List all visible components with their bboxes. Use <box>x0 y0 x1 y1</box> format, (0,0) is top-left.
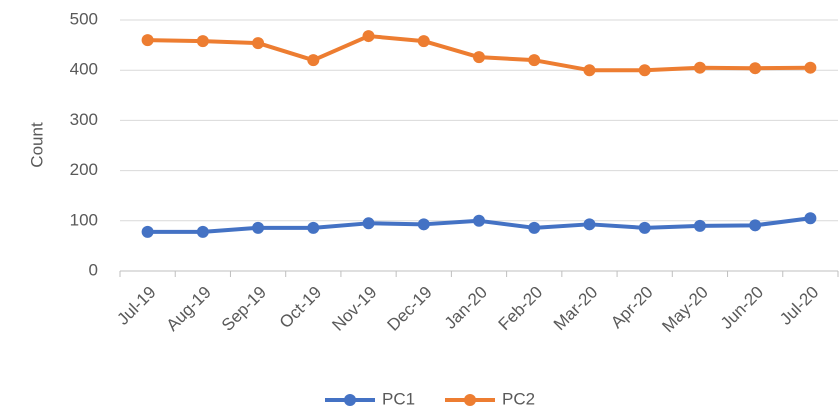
y-tick-label: 200 <box>70 160 98 179</box>
x-tick-label: Mar-20 <box>550 283 602 335</box>
marker <box>528 221 541 234</box>
y-tick-label: 500 <box>70 9 98 28</box>
y-tick-label: 0 <box>89 260 98 279</box>
x-tick-label: Aug-19 <box>163 283 215 335</box>
x-tick-label: May-20 <box>658 283 712 337</box>
marker <box>638 221 651 234</box>
marker <box>804 61 817 74</box>
marker <box>417 218 430 231</box>
y-tick-label: 300 <box>70 110 98 129</box>
x-tick-label: Nov-19 <box>328 283 380 335</box>
x-tick-label: Oct-19 <box>276 283 326 333</box>
x-tick-label: Jul-20 <box>776 283 822 329</box>
marker <box>473 214 485 227</box>
x-tick-label: Jul-19 <box>113 283 159 329</box>
x-tick-label: Jun-20 <box>717 283 767 333</box>
x-tick-label: Dec-19 <box>384 283 436 335</box>
marker <box>473 51 485 64</box>
marker <box>307 54 320 67</box>
marker <box>196 225 209 238</box>
x-tick-label: Apr-20 <box>607 283 657 333</box>
marker <box>583 218 596 231</box>
marker <box>749 219 762 232</box>
marker <box>749 62 762 75</box>
marker <box>804 212 817 225</box>
legend-label: PC2 <box>502 389 535 408</box>
y-tick-label: 400 <box>70 60 98 79</box>
marker <box>693 219 706 232</box>
x-tick-label: Sep-19 <box>218 283 270 335</box>
marker <box>528 54 541 67</box>
marker <box>362 30 375 43</box>
marker <box>417 35 430 48</box>
marker <box>307 221 320 234</box>
marker <box>141 225 154 238</box>
legend-label: PC1 <box>382 389 415 408</box>
y-axis-label: Count <box>27 122 46 168</box>
x-tick-label: Jan-20 <box>441 283 491 333</box>
marker <box>583 64 596 77</box>
marker <box>693 61 706 74</box>
marker <box>196 35 209 48</box>
marker <box>141 34 154 47</box>
marker <box>252 37 265 50</box>
marker <box>638 64 651 77</box>
x-tick-label: Feb-20 <box>495 283 547 335</box>
y-tick-label: 100 <box>70 210 98 229</box>
legend-marker <box>464 394 476 406</box>
legend-marker <box>344 394 356 406</box>
marker <box>362 217 375 230</box>
marker <box>252 221 265 234</box>
